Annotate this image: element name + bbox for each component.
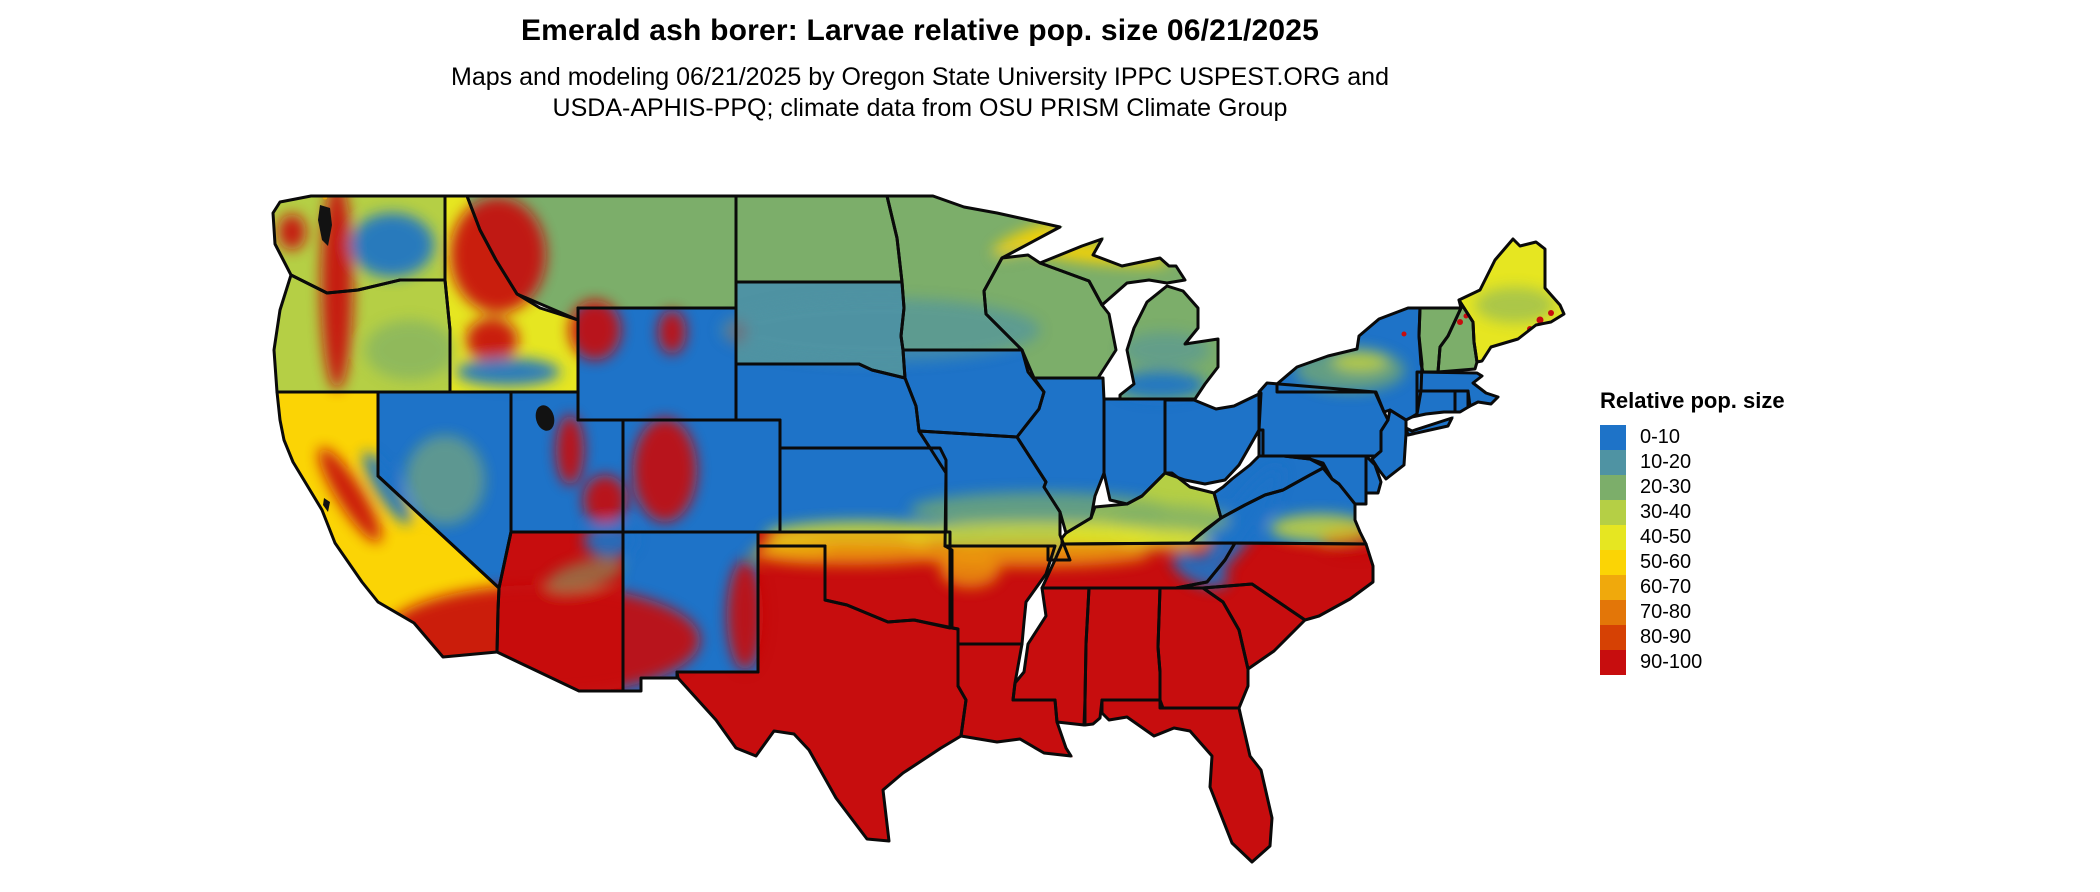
legend-swatch	[1600, 575, 1626, 600]
legend-rows: 0-10 10-20 20-30 30-40 40-50 50-60 60-70 70-80 8…	[1600, 425, 1860, 675]
legend-row: 90-100	[1600, 650, 1860, 675]
legend-label: 0-10	[1640, 426, 1681, 448]
legend-swatch	[1600, 425, 1626, 450]
map-subtitle-line2: USDA-APHIS-PPQ; climate data from OSU PR…	[552, 94, 1288, 122]
legend: Relative pop. size 0-10 10-20 20-30 30-40 40…	[1600, 388, 1860, 675]
legend-row: 50-60	[1600, 550, 1860, 575]
legend-swatch	[1600, 475, 1626, 500]
legend-row: 10-20	[1600, 450, 1860, 475]
legend-row: 70-80	[1600, 600, 1860, 625]
state-north-dakota	[735, 195, 903, 283]
legend-swatch	[1600, 550, 1626, 575]
legend-label: 40-50	[1640, 526, 1692, 548]
legend-label: 20-30	[1640, 476, 1692, 498]
legend-row: 20-30	[1600, 475, 1860, 500]
legend-label: 10-20	[1640, 451, 1692, 473]
state-iowa	[902, 349, 1045, 438]
map-subtitle-line1: Maps and modeling 06/21/2025 by Oregon S…	[451, 63, 1389, 91]
san-francisco-bay	[323, 498, 330, 512]
us-map	[240, 150, 1600, 892]
state-florida	[1101, 699, 1273, 863]
great-salt-lake	[535, 405, 555, 431]
legend-label: 50-60	[1640, 551, 1692, 573]
legend-row: 60-70	[1600, 575, 1860, 600]
legend-swatch	[1600, 625, 1626, 650]
map-subtitle: Maps and modeling 06/21/2025 by Oregon S…	[240, 62, 1600, 124]
legend-row: 0-10	[1600, 425, 1860, 450]
legend-label: 30-40	[1640, 501, 1692, 523]
state-kansas	[779, 447, 947, 533]
inland-water	[318, 205, 555, 512]
state-pennsylvania	[1258, 382, 1389, 457]
legend-label: 70-80	[1640, 601, 1692, 623]
legend-swatch	[1600, 650, 1626, 675]
legend-title: Relative pop. size	[1600, 388, 1785, 413]
map-title: Emerald ash borer: Larvae relative pop. …	[520, 14, 1320, 47]
puget-sound	[318, 205, 332, 246]
legend-row: 30-40	[1600, 500, 1860, 525]
legend-swatch	[1600, 500, 1626, 525]
legend-row: 40-50	[1600, 525, 1860, 550]
legend-label: 90-100	[1640, 651, 1703, 673]
header: Emerald ash borer: Larvae relative pop. …	[240, 14, 1600, 124]
legend-label: 80-90	[1640, 626, 1692, 648]
legend-swatch	[1600, 525, 1626, 550]
legend-label: 60-70	[1640, 576, 1692, 598]
legend-swatch	[1600, 600, 1626, 625]
legend-row: 80-90	[1600, 625, 1860, 650]
legend-swatch	[1600, 450, 1626, 475]
